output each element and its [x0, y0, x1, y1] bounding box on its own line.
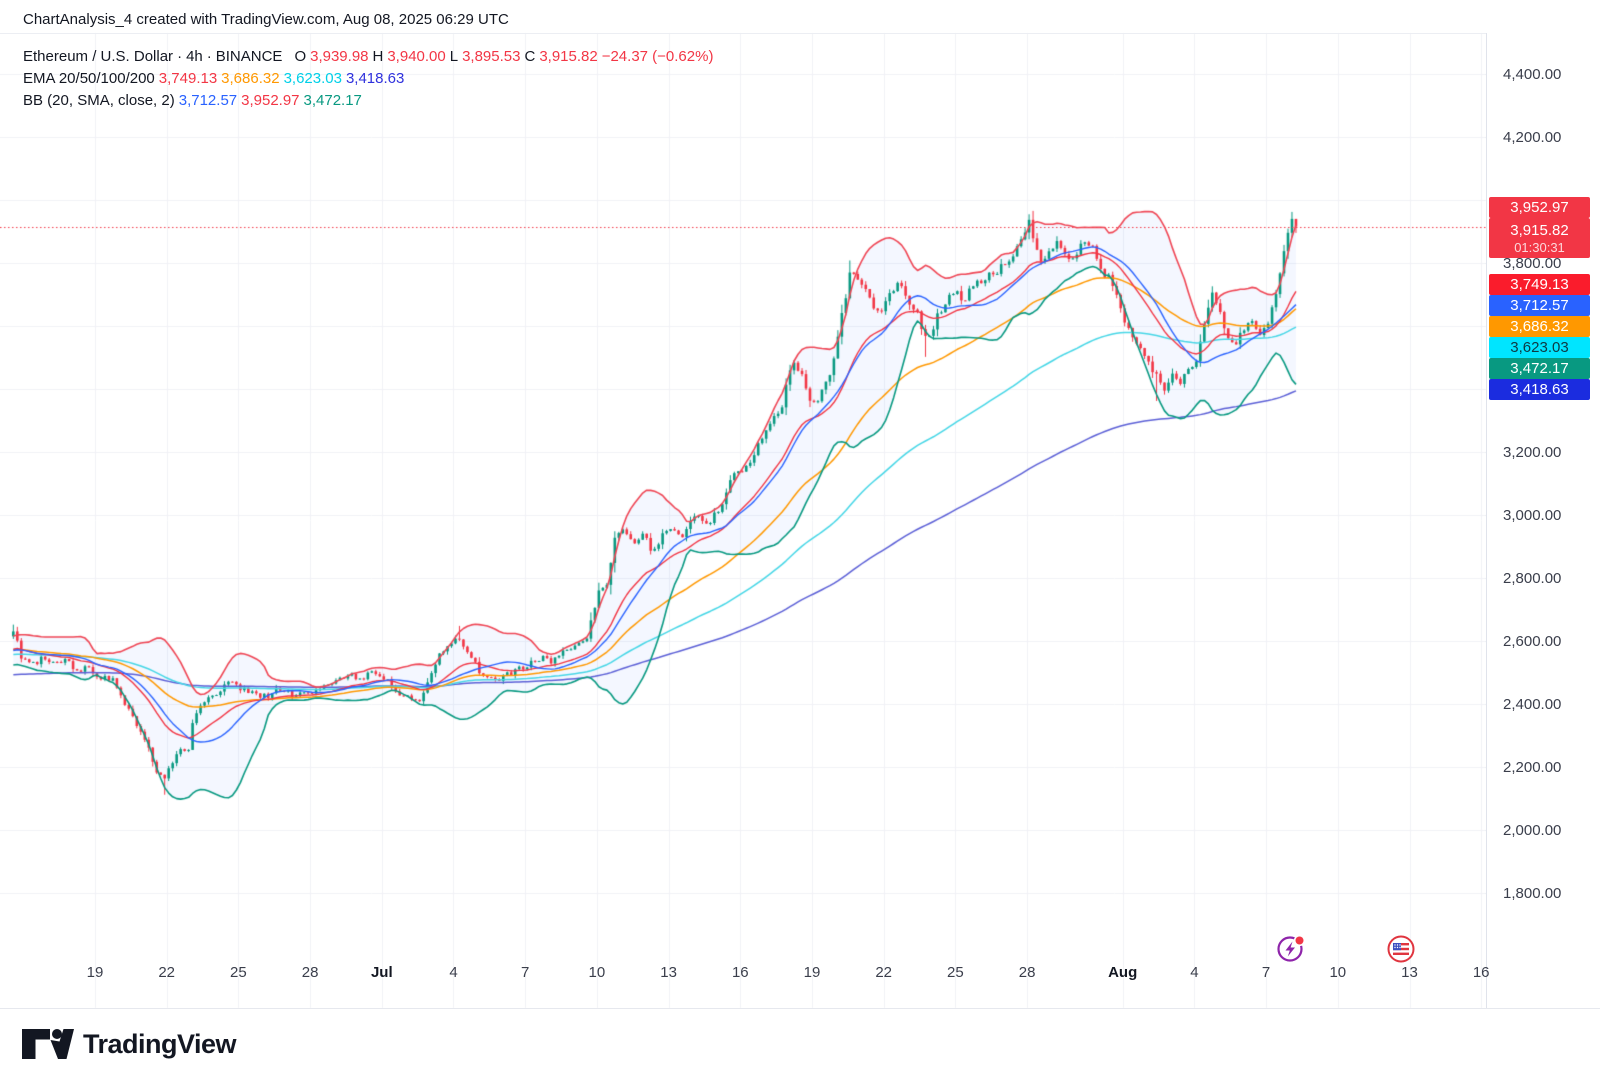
- price-axis-label: 4,400.00: [1503, 66, 1562, 83]
- ema-label[interactable]: EMA 20/50/100/200: [23, 70, 155, 87]
- export-title: ChartAnalysis_4 created with TradingView…: [23, 11, 509, 28]
- ema20-value: 3,749.13: [158, 70, 218, 87]
- bb-lower-value: 3,472.17: [303, 92, 362, 109]
- us-flag-event-icon[interactable]: [1384, 932, 1418, 966]
- time-axis-label: 22: [875, 964, 893, 981]
- ema200-price-badge: 3,418.63: [1489, 379, 1590, 400]
- ema50-price-badge: 3,686.32: [1489, 316, 1590, 337]
- chart-legend: Ethereum / U.S. Dollar · 4h · BINANCE O 3,939.…: [23, 46, 721, 112]
- time-axis-label: 4: [449, 964, 458, 981]
- separator-dot: ·: [177, 48, 183, 65]
- time-axis-label: 16: [731, 964, 749, 981]
- exchange-label[interactable]: BINANCE: [215, 48, 283, 65]
- bb-lower-price-badge: 3,472.17: [1489, 358, 1590, 379]
- ema100-value: 3,623.03: [283, 70, 342, 87]
- bb-label[interactable]: BB (20, SMA, close, 2): [23, 92, 175, 109]
- bb-basis-value: 3,712.57: [178, 92, 238, 109]
- time-axis-label: 22: [158, 964, 176, 981]
- low-label: L: [449, 48, 459, 65]
- candle-countdown: 01:30:31: [1514, 239, 1565, 255]
- bb-upper-value: 3,952.97: [241, 92, 300, 109]
- high-label: H: [372, 48, 384, 65]
- time-axis-label: Aug: [1108, 964, 1138, 981]
- time-axis-label: 25: [947, 964, 964, 981]
- change-value: −24.37 (−0.62%): [601, 48, 714, 65]
- price-axis-label: 2,000.00: [1503, 822, 1562, 839]
- ema200-value: 3,418.63: [345, 70, 405, 87]
- time-axis-label: 10: [588, 964, 606, 981]
- ema100-price-badge: 3,623.03: [1489, 337, 1590, 358]
- lightning-event-icon[interactable]: [1273, 931, 1307, 965]
- time-axis-label: 19: [86, 964, 104, 981]
- time-axis-label: 19: [803, 964, 821, 981]
- time-axis-label: 13: [1401, 964, 1418, 981]
- bb-upper-price-badge: 3,952.97: [1489, 197, 1590, 218]
- price-axis[interactable]: 4,400.00 4,200.00 3,800.00 3,200.00 3,000.00…: [1487, 0, 1600, 1008]
- close-value: 3,915.82: [539, 48, 598, 65]
- time-axis-label: 25: [230, 964, 247, 981]
- high-value: 3,940.00: [387, 48, 446, 65]
- price-axis-label: 2,200.00: [1503, 759, 1562, 776]
- symbol-row[interactable]: Ethereum / U.S. Dollar · 4h · BINANCE O 3,939.…: [23, 46, 721, 68]
- time-axis-label: 28: [301, 964, 319, 981]
- low-value: 3,895.53: [462, 48, 521, 65]
- last-price-price-badge: 3,915.82 01:30:31: [1489, 218, 1590, 258]
- time-axis[interactable]: 19 22 25 28 Jul 4 7 10 13 16 19 22 25 28 Aug 4 7 10 13 16: [0, 955, 1600, 995]
- time-axis-label: 16: [1472, 964, 1490, 981]
- symbol-name[interactable]: Ethereum / U.S. Dollar: [23, 48, 174, 65]
- time-axis-label: 28: [1018, 964, 1036, 981]
- ema20-price-badge: 3,749.13: [1489, 274, 1590, 295]
- price-axis-label: 3,200.00: [1503, 444, 1562, 461]
- price-axis-label: 4,200.00: [1503, 129, 1562, 146]
- tradingview-logo[interactable]: TradingView: [22, 1028, 237, 1060]
- time-axis-label: 7: [1261, 964, 1271, 981]
- ema-indicator-row[interactable]: EMA 20/50/100/200 3,749.13 3,686.32 3,623.0…: [23, 68, 721, 90]
- bb-indicator-row[interactable]: BB (20, SMA, close, 2) 3,712.57 3,952.97 3,…: [23, 90, 721, 112]
- interval-label[interactable]: 4h: [186, 48, 203, 65]
- time-axis-label: 13: [660, 964, 677, 981]
- open-value: 3,939.98: [310, 48, 369, 65]
- price-axis-label: 2,800.00: [1503, 570, 1562, 587]
- price-axis-divider: [1486, 33, 1487, 1008]
- price-axis-label: 2,400.00: [1503, 696, 1562, 713]
- close-label: C: [524, 48, 536, 65]
- time-axis-label: Jul: [370, 964, 393, 981]
- price-axis-label: 3,800.00: [1503, 255, 1562, 272]
- price-axis-label: 3,000.00: [1503, 507, 1562, 524]
- tradingview-logo-text: TradingView: [83, 1028, 237, 1059]
- time-axis-label: 7: [521, 964, 530, 981]
- tradingview-logo-icon: [22, 1029, 74, 1059]
- price-axis-label: 1,800.00: [1503, 885, 1562, 902]
- time-axis-label: 10: [1329, 964, 1347, 981]
- open-label: O: [294, 48, 307, 65]
- separator-dot: ·: [206, 48, 212, 65]
- price-axis-label: 2,600.00: [1503, 633, 1562, 650]
- time-axis-divider: [0, 1008, 1600, 1009]
- bb-basis-price-badge: 3,712.57: [1489, 295, 1590, 316]
- header-divider: [0, 33, 1600, 34]
- time-axis-label: 4: [1190, 964, 1199, 981]
- ema50-value: 3,686.32: [221, 70, 280, 87]
- ohlc-values: O 3,939.98 H 3,940.00 L 3,895.53 C 3,915.82 −24.…: [294, 48, 717, 65]
